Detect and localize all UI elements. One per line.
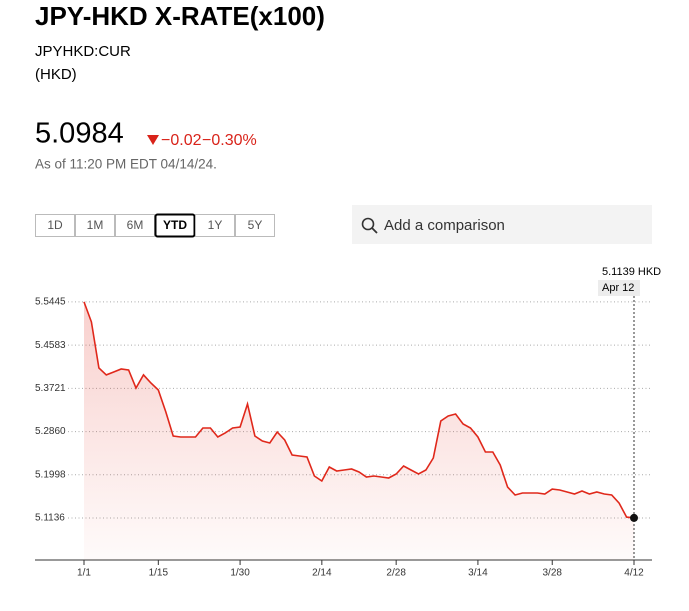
as-of: As of 11:20 PM EDT 04/14/24. [35,157,217,172]
x-tick-label: 1/15 [149,568,169,579]
range-button-label[interactable]: 1D [47,218,63,232]
range-button-label[interactable]: YTD [163,218,187,232]
tooltip-value: 5.1139 HKD [602,266,661,278]
search-box[interactable] [352,205,652,244]
range-button-label[interactable]: 6M [127,218,144,232]
x-tick-label: 3/28 [543,568,563,579]
price-line [83,301,635,519]
tooltip-date-bg [598,280,640,296]
y-tick-label: 5.1136 [35,513,65,524]
y-tick-label: 5.1998 [35,469,66,480]
x-tick-label: 1/30 [230,568,250,579]
currency: (HKD) [35,66,77,83]
search-icon-handle [371,227,378,234]
range-button[interactable] [35,214,75,237]
x-tick-label: 1/1 [77,568,91,579]
x-tick-label: 3/14 [468,568,488,579]
search-icon [361,217,375,231]
y-tick-label: 5.5445 [35,297,66,308]
search-placeholder[interactable]: Add a comparison [384,217,505,234]
plot: 5.1136 5.1998 5.2860 5.3721 5.4583 5.5445 1/1 1… [35,263,668,579]
x-tick-label: 4/12 [624,568,644,579]
range-button-label[interactable]: 1Y [208,218,223,232]
range-button-label[interactable]: 1M [87,218,104,232]
x-tick-label: 2/28 [386,568,406,579]
y-tick-label: 5.2860 [35,426,66,437]
change-percent: −0.30% [202,132,257,149]
y-tick-label: 5.3721 [35,383,66,394]
last-point [630,513,638,522]
tooltip-date: Apr 12 [602,282,634,294]
x-tick-label: 2/14 [312,568,332,579]
range-buttons: 1D 1M 6M YTD 1Y 5Y [35,213,275,238]
price: 5.0984 [35,118,124,150]
range-button[interactable] [154,213,196,238]
change: −0.02 [161,132,202,149]
range-button-label[interactable]: 5Y [248,218,263,232]
down-arrow [147,135,159,145]
range-button[interactable] [195,214,235,237]
range-button[interactable] [75,214,115,237]
range-button[interactable] [235,214,275,237]
y-tick-label: 5.4583 [35,340,66,351]
area-fill [84,301,634,560]
title: JPY-HKD X-RATE(x100) [35,1,325,31]
ticker: JPYHKD:CUR [35,43,131,60]
